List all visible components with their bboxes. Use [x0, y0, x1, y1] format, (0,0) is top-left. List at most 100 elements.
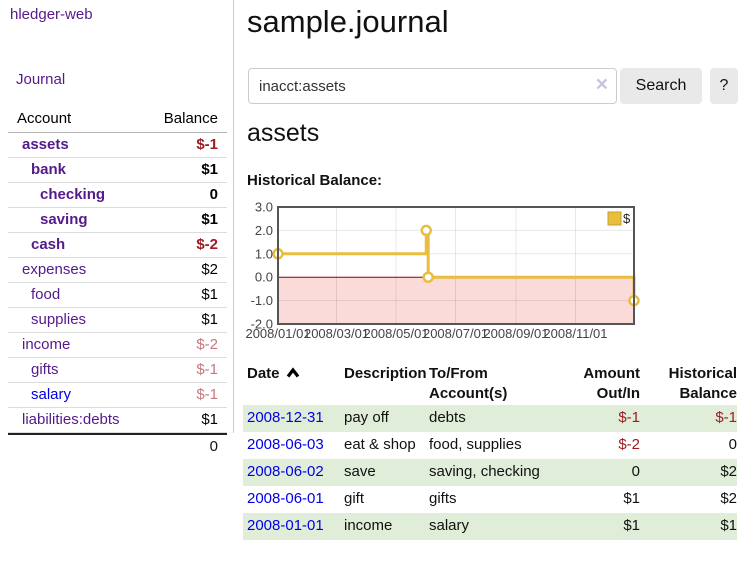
account-balance: $2: [201, 261, 218, 278]
account-balance: $-1: [196, 361, 218, 378]
search-bar: × Search ?: [243, 68, 742, 104]
sidebar-item-journal[interactable]: Journal: [16, 71, 66, 88]
transaction-balance: $2: [720, 490, 737, 507]
account-balance: $-2: [196, 236, 218, 253]
account-balance: $1: [201, 286, 218, 303]
account-row: assets $-1: [8, 133, 227, 158]
svg-text:0.0: 0.0: [255, 270, 273, 285]
transaction-accounts: food, supplies: [429, 436, 522, 453]
sidebar: hledger-web Journal Account Balance asse…: [0, 0, 234, 455]
search-button[interactable]: Search: [620, 68, 702, 104]
account-row: food $1: [8, 283, 227, 308]
svg-text:2008/09/01: 2008/09/01: [483, 326, 548, 341]
help-button[interactable]: ?: [710, 68, 738, 104]
chart-legend: $: [607, 211, 631, 226]
account-link-gifts[interactable]: gifts: [31, 361, 59, 378]
transaction-amount: $-1: [544, 405, 640, 432]
register-table: Date Description To/From Account(s) Amou…: [243, 363, 737, 540]
transaction-description: gift: [344, 490, 365, 507]
account-link-liabilities-debts[interactable]: liabilities:debts: [22, 411, 120, 428]
account-balance: $-1: [196, 136, 218, 153]
transaction-accounts: debts: [429, 405, 544, 432]
sort-ascending-icon: [286, 367, 299, 378]
accounts-table: Account Balance assets $-1 bank $1 checking 0…: [8, 106, 227, 458]
transaction-description: income: [344, 513, 429, 540]
account-column-header: Account: [17, 110, 72, 127]
transaction-accounts: saving, checking: [429, 459, 544, 486]
date-column-header[interactable]: Date: [243, 363, 344, 405]
account-link-supplies[interactable]: supplies: [31, 311, 87, 328]
transaction-row: 2008-12-31 pay off debts $-1 $-1: [243, 405, 737, 432]
app-brand-link[interactable]: hledger-web: [10, 6, 93, 23]
balance-column-header-main: Historical Balance: [668, 365, 737, 402]
account-link-saving[interactable]: saving: [40, 211, 88, 228]
balance-column-header: Balance: [163, 110, 218, 127]
transaction-balance: $1: [640, 513, 737, 540]
page-title: sample.journal: [247, 4, 449, 39]
account-link-cash[interactable]: cash: [31, 236, 66, 253]
transaction-balance: 0: [728, 436, 737, 453]
transaction-amount: $-2: [618, 436, 640, 453]
transaction-accounts: salary: [429, 513, 544, 540]
transaction-date-link[interactable]: 2008-06-03: [247, 436, 324, 453]
clear-search-icon[interactable]: ×: [595, 73, 608, 96]
svg-text:2.0: 2.0: [255, 223, 273, 238]
account-row: supplies $1: [8, 308, 227, 333]
transaction-accounts: gifts: [429, 490, 457, 507]
account-row: saving $1: [8, 208, 227, 233]
account-balance: $-2: [196, 336, 218, 353]
transaction-amount: $1: [544, 513, 640, 540]
account-heading: assets: [247, 119, 320, 147]
account-link-expenses[interactable]: expenses: [22, 261, 87, 278]
account-row: salary $-1: [8, 383, 227, 408]
transaction-date-link[interactable]: 2008-06-02: [247, 463, 324, 480]
account-link-bank[interactable]: bank: [31, 161, 67, 178]
accounts-tree: assets $-1 bank $1 checking 0 saving $1 cash $-2 e…: [8, 133, 227, 433]
svg-text:2008/05/01: 2008/05/01: [363, 326, 428, 341]
account-row: cash $-2: [8, 233, 227, 258]
account-row: liabilities:debts $1: [8, 408, 227, 433]
register-header-row: Date Description To/From Account(s) Amou…: [243, 363, 737, 405]
account-row: income $-2: [8, 333, 227, 358]
search-input[interactable]: [248, 68, 617, 104]
account-link-checking[interactable]: checking: [40, 186, 106, 203]
transaction-description: eat & shop: [344, 436, 416, 453]
transaction-row: 2008-06-01 gift gifts $1 $2: [243, 486, 737, 513]
amount-column-header: Amount Out/In: [583, 365, 640, 402]
account-link-food[interactable]: food: [31, 286, 61, 303]
transaction-date-link[interactable]: 2008-06-01: [247, 490, 324, 507]
account-row: gifts $-1: [8, 358, 227, 383]
svg-text:1.0: 1.0: [255, 246, 273, 261]
transaction-row: 2008-06-03 eat & shop food, supplies $-2 0: [243, 432, 737, 459]
description-column-header: Description: [344, 365, 427, 382]
svg-text:3.0: 3.0: [255, 200, 273, 215]
account-balance: $1: [201, 211, 218, 228]
account-link-salary[interactable]: salary: [31, 386, 72, 403]
account-link-income[interactable]: income: [22, 336, 71, 353]
svg-text:$: $: [623, 211, 631, 226]
accounts-total: 0: [8, 433, 227, 458]
account-balance: $1: [201, 411, 218, 428]
transaction-row: 2008-06-02 save saving, checking 0 $2: [243, 459, 737, 486]
main-content: sample.journal × Search ? assets Histori…: [243, 0, 742, 582]
transaction-description: pay off: [344, 405, 429, 432]
transaction-date-link[interactable]: 2008-01-01: [247, 517, 324, 534]
account-link-assets[interactable]: assets: [22, 136, 69, 153]
chart-title: Historical Balance:: [247, 172, 383, 189]
svg-text:2008/07/01: 2008/07/01: [423, 326, 488, 341]
transaction-row: 2008-01-01 income salary $1 $1: [243, 513, 737, 540]
transaction-balance: $2: [640, 459, 737, 486]
transaction-amount: $1: [623, 490, 640, 507]
account-row: checking 0: [8, 183, 227, 208]
transaction-date-link[interactable]: 2008-12-31: [247, 409, 324, 426]
account-balance: $1: [201, 161, 218, 178]
transaction-amount: 0: [544, 459, 640, 486]
accounts-table-header: Account Balance: [8, 106, 227, 133]
balance-chart-svg: 3.0 2.0 1.0 0.0 -1.0 -2.02008/01/012008/03/01…: [245, 200, 640, 341]
svg-text:2008/01/01: 2008/01/01: [245, 326, 310, 341]
register-rows: 2008-12-31 pay off debts $-1 $-1 2008-06-03 ea…: [243, 405, 737, 540]
svg-text:-1.0: -1.0: [251, 293, 273, 308]
account-row: expenses $2: [8, 258, 227, 283]
transaction-balance: $-1: [640, 405, 737, 432]
svg-text:2008/03/01: 2008/03/01: [304, 326, 369, 341]
